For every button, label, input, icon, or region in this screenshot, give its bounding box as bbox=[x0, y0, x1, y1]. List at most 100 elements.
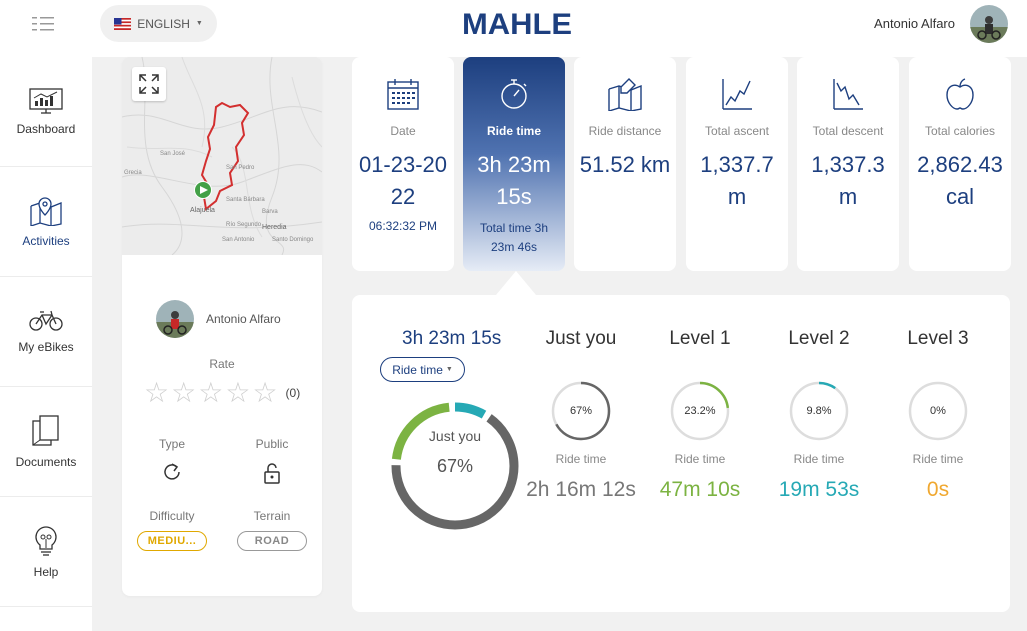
level-sub-label: Ride time bbox=[793, 452, 845, 466]
sidebar-item-documents[interactable]: Documents bbox=[0, 387, 92, 497]
stopwatch-icon bbox=[463, 77, 565, 111]
rate-label: Rate bbox=[209, 357, 235, 371]
expand-map-button[interactable] bbox=[132, 67, 166, 101]
documents-icon bbox=[32, 414, 59, 446]
ring-percentage: 9.8% bbox=[806, 405, 832, 417]
sidebar-item-label: Activities bbox=[22, 233, 70, 248]
star-icon[interactable]: ☆ bbox=[171, 377, 197, 408]
stat-card-total-ascent[interactable]: Total ascent 1,337.7 m bbox=[686, 57, 788, 271]
language-label: ENGLISH bbox=[137, 16, 190, 31]
progress-ring bbox=[551, 381, 611, 441]
star-icon[interactable]: ☆ bbox=[144, 377, 170, 408]
progress-ring bbox=[908, 381, 968, 441]
stat-card-date[interactable]: Date 01-23-2022 06:32:32 PM bbox=[352, 57, 454, 271]
level-value: 19m 53s bbox=[778, 478, 860, 501]
ride-time-detail-panel: 3h 23m 15s Ride time ▼ Just you 67% Just… bbox=[352, 295, 1010, 612]
sidebar-item-my-ebikes[interactable]: My eBikes bbox=[0, 277, 92, 387]
map-label: Santa Bárbara bbox=[226, 197, 265, 203]
route-map[interactable]: San José Grecia San Pedro Alajuela Santa… bbox=[122, 57, 322, 255]
stat-sub: Total time 3h 23m 46s bbox=[479, 221, 549, 254]
top-bar: ENGLISH ▼ MAHLE Antonio Alfaro bbox=[0, 0, 1027, 57]
difficulty-badge[interactable]: MEDIU... bbox=[137, 531, 207, 551]
dropdown-label: Ride time bbox=[392, 362, 443, 377]
terrain-label: Terrain bbox=[253, 509, 291, 523]
header-user-name[interactable]: Antonio Alfaro bbox=[874, 16, 955, 31]
stat-value: 2,862.43 cal bbox=[917, 152, 1003, 209]
svg-text:MAHLE: MAHLE bbox=[462, 9, 572, 39]
donut-percentage: 67% bbox=[436, 456, 474, 476]
map-label: Barva bbox=[262, 209, 278, 215]
stat-card-total-calories[interactable]: Total calories 2,862.43 cal bbox=[909, 57, 1011, 271]
map-label: Heredia bbox=[262, 224, 287, 231]
map-label: Grecia bbox=[124, 170, 142, 176]
stat-card-total-descent[interactable]: Total descent 1,337.3 m bbox=[797, 57, 899, 271]
stat-label: Ride time bbox=[486, 124, 541, 138]
public-label: Public bbox=[255, 437, 289, 451]
map-label: San José bbox=[160, 151, 186, 157]
ring-percentage: 0% bbox=[930, 405, 946, 417]
difficulty-label: Difficulty bbox=[149, 509, 195, 523]
route-map-icon bbox=[574, 77, 676, 111]
level-title: Just you bbox=[545, 328, 617, 349]
stat-label: Total calories bbox=[924, 124, 996, 138]
map-label: San Pedro bbox=[226, 165, 255, 171]
sidebar-item-activities[interactable]: Activities bbox=[0, 167, 92, 277]
level-column-level-1: Level 1 23.2% Ride time 47m 10s bbox=[641, 328, 759, 506]
language-selector[interactable]: ENGLISH ▼ bbox=[100, 5, 217, 42]
avatar[interactable] bbox=[970, 5, 1008, 43]
activity-owner[interactable]: Antonio Alfaro bbox=[156, 300, 281, 338]
stat-value: 1,337.3 m bbox=[811, 152, 885, 209]
chevron-down-icon: ▼ bbox=[195, 20, 203, 27]
star-icon[interactable]: ☆ bbox=[198, 377, 224, 408]
stat-value: 1,337.7 m bbox=[700, 152, 774, 209]
public-toggle[interactable] bbox=[227, 462, 317, 484]
total-ride-time: 3h 23m 15s bbox=[402, 328, 502, 349]
sidebar-item-label: Help bbox=[33, 564, 59, 579]
menu-toggle-icon[interactable] bbox=[32, 16, 54, 32]
star-rating[interactable]: ☆ ☆ ☆ ☆ ☆ (0) bbox=[144, 379, 300, 407]
type-label: Type bbox=[158, 437, 185, 451]
stat-card-ride-time[interactable]: Ride time 3h 23m 15s Total time 3h 23m 4… bbox=[463, 57, 565, 271]
us-flag-icon bbox=[114, 17, 132, 30]
level-value: 2h 16m 12s bbox=[526, 478, 636, 501]
map-label: Santo Domingo bbox=[272, 237, 314, 243]
metric-dropdown[interactable]: Ride time ▼ bbox=[380, 357, 465, 382]
progress-ring bbox=[789, 381, 849, 441]
level-title: Level 3 bbox=[907, 328, 969, 349]
ride-time-donut-chart bbox=[391, 402, 519, 530]
star-icon[interactable]: ☆ bbox=[252, 377, 278, 408]
chevron-down-icon: ▼ bbox=[445, 366, 453, 373]
level-column-just-you: Just you 67% Ride time 2h 16m 12s bbox=[522, 328, 640, 506]
terrain-badge[interactable]: ROAD bbox=[237, 531, 307, 551]
type-toggle[interactable] bbox=[127, 462, 217, 482]
level-sub-label: Ride time bbox=[555, 452, 607, 466]
bike-icon bbox=[29, 310, 63, 331]
level-value: 47m 10s bbox=[659, 478, 741, 501]
stat-value: 3h 23m 15s bbox=[477, 152, 551, 209]
map-label: Alajuela bbox=[190, 207, 215, 214]
sidebar: Dashboard Activities My eBikes Documents bbox=[0, 57, 92, 631]
stat-label: Total ascent bbox=[704, 124, 770, 138]
donut-segment-level-2 bbox=[391, 402, 519, 530]
dashboard-icon bbox=[29, 87, 63, 114]
level-value: 0s bbox=[926, 478, 950, 501]
level-column-level-3: Level 3 0% Ride time 0s bbox=[879, 328, 997, 506]
descent-chart-icon bbox=[797, 77, 899, 111]
stat-label: Date bbox=[390, 124, 416, 138]
unlock-icon bbox=[264, 463, 280, 484]
rate-count: (0) bbox=[285, 386, 301, 400]
ascent-chart-icon bbox=[686, 77, 788, 111]
apple-icon bbox=[909, 77, 1011, 111]
stat-card-ride-distance[interactable]: Ride distance 51.52 km bbox=[574, 57, 676, 271]
stat-value: 51.52 km bbox=[579, 152, 671, 177]
sidebar-item-label: My eBikes bbox=[18, 339, 74, 354]
activity-summary-card: San José Grecia San Pedro Alajuela Santa… bbox=[122, 57, 322, 596]
star-icon[interactable]: ☆ bbox=[225, 377, 251, 408]
sidebar-item-help[interactable]: Help bbox=[0, 497, 92, 607]
stat-sub: 06:32:32 PM bbox=[368, 219, 438, 233]
sidebar-item-dashboard[interactable]: Dashboard bbox=[0, 57, 92, 167]
stat-label: Ride distance bbox=[588, 124, 662, 138]
map-label: Río Segundo bbox=[226, 222, 262, 228]
refresh-icon bbox=[164, 463, 180, 480]
lightbulb-icon bbox=[35, 525, 57, 556]
